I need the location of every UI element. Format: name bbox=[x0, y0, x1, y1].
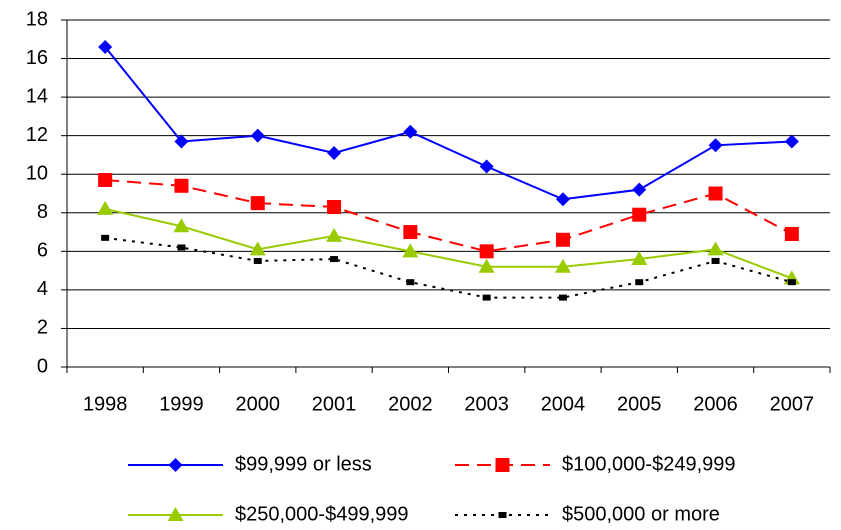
x-tick-label: 2007 bbox=[770, 393, 815, 415]
y-tick-label: 0 bbox=[37, 355, 48, 377]
marker bbox=[631, 251, 648, 266]
y-tick-label: 6 bbox=[37, 240, 48, 262]
marker bbox=[555, 232, 570, 247]
series-line bbox=[104, 46, 792, 201]
marker bbox=[174, 134, 189, 149]
series-line bbox=[105, 179, 793, 253]
marker bbox=[632, 182, 647, 197]
y-tick-label: 4 bbox=[37, 278, 48, 300]
marker bbox=[173, 218, 190, 233]
marker bbox=[101, 234, 110, 241]
marker bbox=[250, 128, 265, 143]
marker bbox=[249, 241, 266, 256]
y-tick-label: 8 bbox=[37, 201, 48, 223]
marker bbox=[555, 192, 570, 207]
y-tick-label: 10 bbox=[26, 163, 48, 185]
marker bbox=[330, 256, 339, 263]
marker bbox=[327, 146, 342, 161]
marker bbox=[708, 186, 723, 201]
marker bbox=[558, 294, 567, 301]
marker bbox=[174, 178, 189, 193]
x-tick-label: 2000 bbox=[236, 393, 281, 415]
marker bbox=[787, 279, 796, 286]
y-tick-label: 14 bbox=[26, 85, 48, 107]
marker bbox=[97, 200, 114, 215]
marker bbox=[482, 294, 491, 301]
marker bbox=[403, 225, 418, 240]
y-tick-label: 16 bbox=[26, 47, 48, 69]
y-tick-label: 2 bbox=[37, 317, 48, 339]
marker bbox=[711, 257, 720, 264]
y-tick-label: 18 bbox=[26, 8, 48, 30]
legend-label: $100,000-$249,999 bbox=[562, 453, 736, 475]
marker bbox=[402, 243, 419, 258]
marker bbox=[708, 138, 723, 153]
x-tick-label: 1998 bbox=[83, 393, 128, 415]
legend-label: $500,000 or more bbox=[562, 503, 720, 525]
x-tick-label: 1999 bbox=[159, 393, 204, 415]
x-tick-label: 2004 bbox=[541, 393, 586, 415]
marker bbox=[403, 124, 418, 139]
marker bbox=[478, 258, 495, 273]
x-tick-label: 2002 bbox=[388, 393, 433, 415]
legend-marker bbox=[167, 507, 184, 521]
x-tick-label: 2005 bbox=[617, 393, 662, 415]
x-tick-label: 2006 bbox=[693, 393, 738, 415]
legend-label: $250,000-$499,999 bbox=[235, 503, 409, 525]
marker bbox=[177, 244, 186, 251]
legend-marker bbox=[168, 458, 183, 472]
marker bbox=[784, 226, 799, 241]
marker bbox=[479, 159, 494, 174]
marker bbox=[784, 134, 799, 149]
marker bbox=[635, 279, 644, 286]
marker bbox=[326, 227, 343, 242]
legend-marker bbox=[495, 458, 510, 472]
x-tick-label: 2001 bbox=[312, 393, 357, 415]
marker bbox=[479, 244, 494, 259]
series-line bbox=[105, 236, 793, 299]
marker bbox=[406, 279, 415, 286]
marker bbox=[632, 207, 647, 222]
marker bbox=[707, 241, 724, 256]
marker bbox=[253, 257, 262, 264]
series-line bbox=[104, 207, 793, 280]
marker bbox=[554, 258, 571, 273]
x-tick-label: 2003 bbox=[464, 393, 509, 415]
legend-label: $99,999 or less bbox=[235, 453, 372, 475]
legend-marker bbox=[498, 512, 507, 518]
marker bbox=[98, 39, 113, 54]
y-tick-label: 12 bbox=[26, 124, 48, 146]
marker bbox=[250, 196, 265, 211]
marker bbox=[98, 173, 113, 188]
marker bbox=[327, 199, 342, 214]
